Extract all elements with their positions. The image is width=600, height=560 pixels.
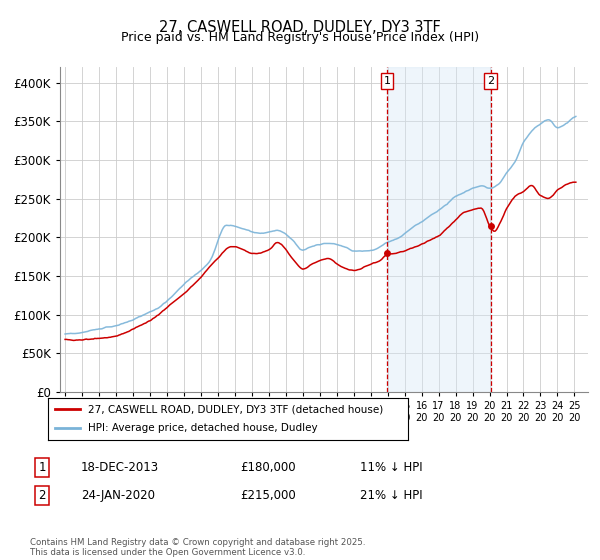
Text: £215,000: £215,000 xyxy=(240,489,296,502)
Text: 21% ↓ HPI: 21% ↓ HPI xyxy=(360,489,422,502)
Text: Price paid vs. HM Land Registry's House Price Index (HPI): Price paid vs. HM Land Registry's House … xyxy=(121,31,479,44)
Bar xyxy=(387,67,491,392)
Text: 11% ↓ HPI: 11% ↓ HPI xyxy=(360,461,422,474)
Text: 24-JAN-2020: 24-JAN-2020 xyxy=(81,489,155,502)
Text: 27, CASWELL ROAD, DUDLEY, DY3 3TF (detached house): 27, CASWELL ROAD, DUDLEY, DY3 3TF (detac… xyxy=(88,404,383,414)
Text: 18-DEC-2013: 18-DEC-2013 xyxy=(81,461,159,474)
Text: £180,000: £180,000 xyxy=(240,461,296,474)
Text: 2: 2 xyxy=(38,489,46,502)
Text: 1: 1 xyxy=(383,76,391,86)
Text: Contains HM Land Registry data © Crown copyright and database right 2025.
This d: Contains HM Land Registry data © Crown c… xyxy=(30,538,365,557)
Text: 27, CASWELL ROAD, DUDLEY, DY3 3TF: 27, CASWELL ROAD, DUDLEY, DY3 3TF xyxy=(159,20,441,35)
Text: 1: 1 xyxy=(38,461,46,474)
Text: HPI: Average price, detached house, Dudley: HPI: Average price, detached house, Dudl… xyxy=(88,423,317,433)
Text: 2: 2 xyxy=(487,76,494,86)
